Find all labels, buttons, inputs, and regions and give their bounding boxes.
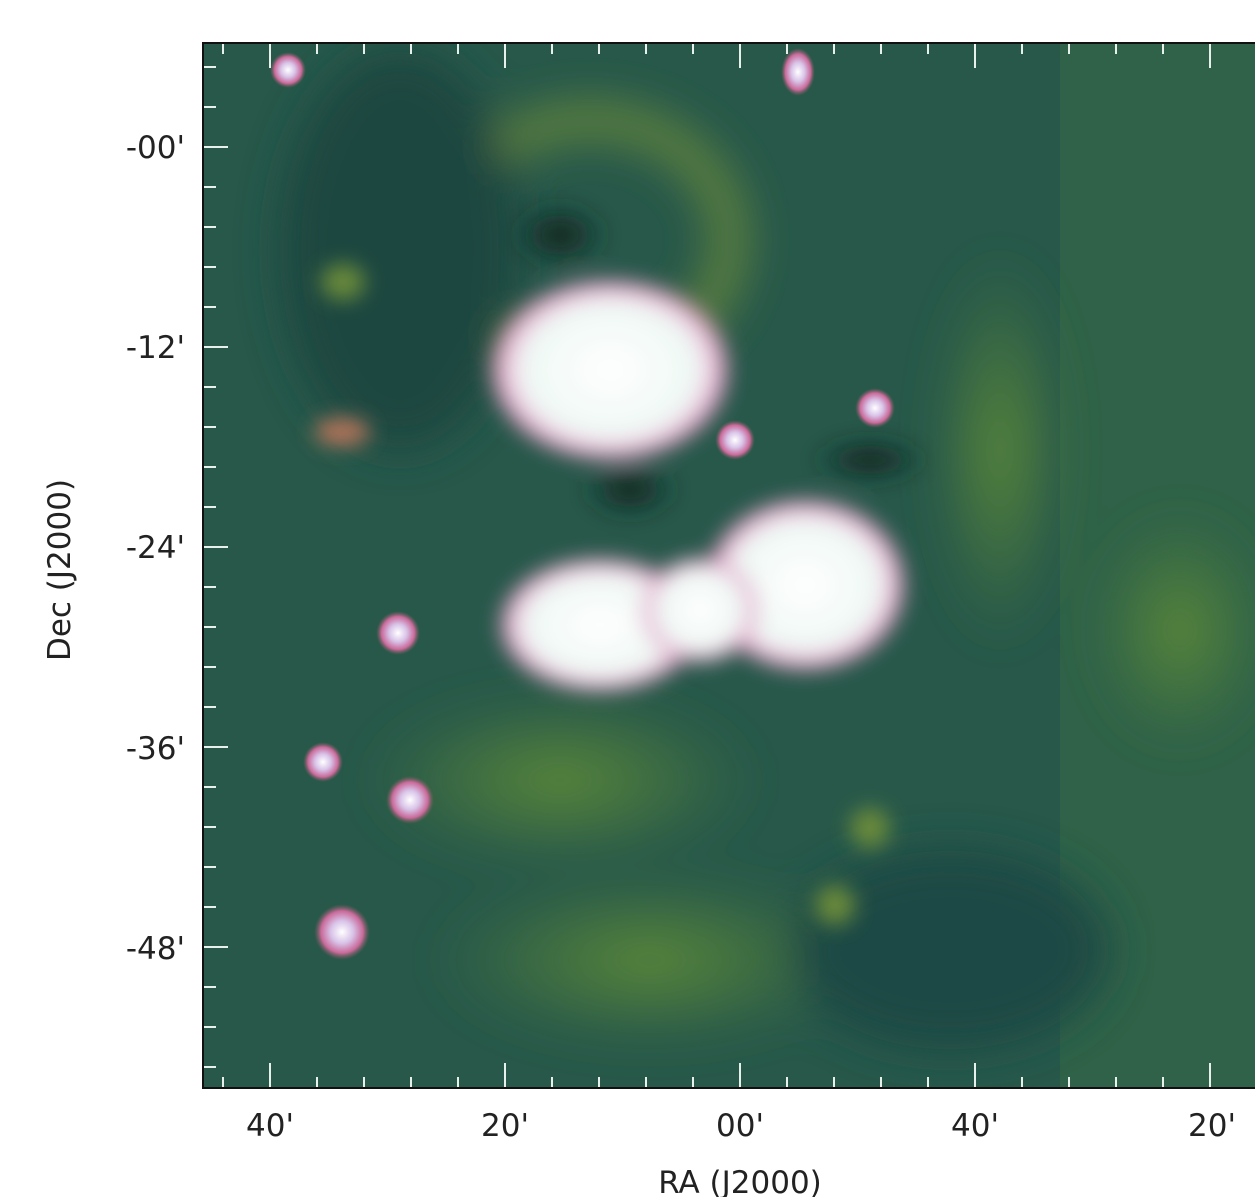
sky-image	[203, 43, 1255, 1088]
ticks	[204, 44, 1211, 1087]
x-tick-label: 20'	[481, 1108, 529, 1144]
x-tick-label: 20'	[1188, 1108, 1236, 1144]
x-axis-label: RA (J2000)	[658, 1165, 822, 1197]
y-tick-label: -12'	[126, 330, 185, 366]
y-tick-label: -24'	[126, 530, 185, 566]
y-tick-label: -36'	[126, 731, 185, 767]
x-tick-labels: 40' 20' 00' 40' 20'	[246, 1108, 1236, 1144]
y-axis-label: Dec (J2000)	[42, 479, 78, 661]
x-tick-label: 40'	[246, 1108, 294, 1144]
x-tick-label: 40'	[951, 1108, 999, 1144]
x-tick-label: 00'	[716, 1108, 764, 1144]
axes-frame	[202, 42, 1255, 1089]
y-tick-label: -48'	[126, 931, 185, 967]
y-tick-labels: -00' -12' -24' -36' -48'	[126, 130, 185, 967]
y-tick-label: -00'	[126, 130, 185, 166]
